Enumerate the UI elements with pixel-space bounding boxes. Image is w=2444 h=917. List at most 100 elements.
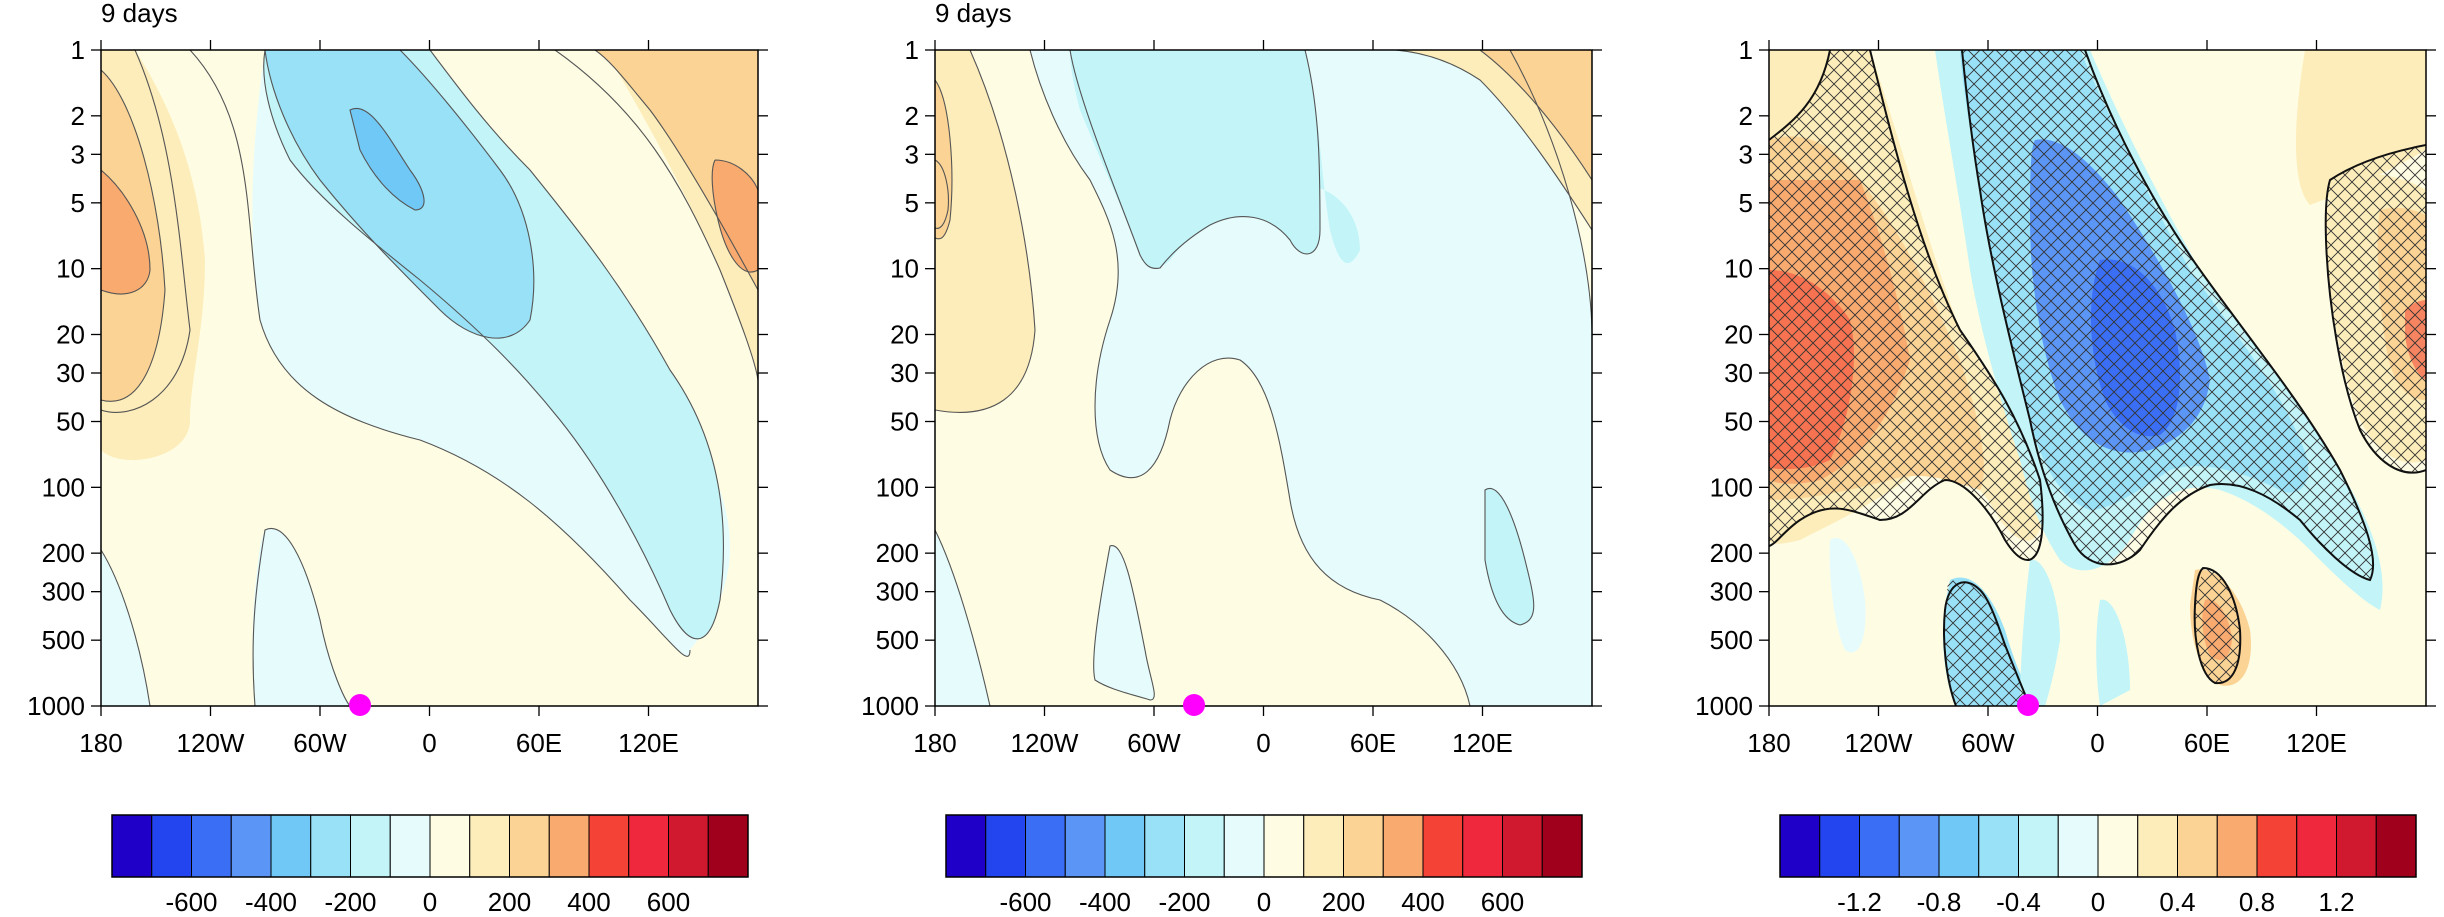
panel-1-ytick-label: 50 (56, 407, 85, 437)
colorbar-swatch (1859, 814, 1900, 878)
panel-2-ytick: 30 (890, 358, 1602, 388)
panel-3-xtick-label: 0 (2090, 728, 2104, 758)
panel-2-xtick: 60E (1350, 40, 1396, 758)
panel-1-ytick-label: 100 (42, 472, 85, 502)
panel-1-ytick: 10 (56, 254, 768, 284)
panel-1-xtick: 180 (79, 40, 123, 758)
colorbar-label: 600 (1481, 887, 1524, 917)
panel-2-ytick-label: 100 (876, 472, 919, 502)
panel-3 (1768, 49, 2427, 716)
panel-3-ytick-label: 100 (1710, 472, 1753, 502)
colorbar-label: -400 (245, 887, 297, 917)
panel-1-ytick: 50 (56, 407, 768, 437)
panel-2-ytick-label: 50 (890, 407, 919, 437)
panel-3-ytick-label: 5 (1739, 188, 1753, 218)
colorbar-label: -600 (999, 887, 1051, 917)
panel-2-ytick: 1 (905, 35, 1602, 65)
panel-3-ytick-label: 2 (1739, 101, 1753, 131)
panel-3-ytick: 5 (1739, 188, 2436, 218)
panel-3-xtick: 60E (2184, 40, 2230, 758)
colorbar-swatch (1779, 814, 1821, 878)
colorbar-swatch (548, 814, 590, 878)
panel-3-ytick: 2 (1739, 101, 2436, 131)
panel-1-xtick: 120W (177, 40, 245, 758)
panel-1-ytick: 2 (71, 101, 768, 131)
panel-3-ytick: 50 (1724, 407, 2436, 437)
colorbar-swatch (2256, 814, 2298, 878)
colorbar-swatch (2375, 814, 2417, 878)
panel-2-ytick-label: 3 (905, 139, 919, 169)
panel-3-ytick-label: 300 (1710, 577, 1753, 607)
panel-3-ytick-label: 500 (1710, 625, 1753, 655)
panel-2-ytick: 2 (905, 101, 1602, 131)
colorbar-swatch (945, 814, 987, 878)
panel-1-xtick-label: 60W (293, 728, 347, 758)
colorbar-swatch (707, 814, 749, 878)
panel-2-ytick: 300 (876, 577, 1602, 607)
panel-3-ytick-label: 10 (1724, 254, 1753, 284)
panel-2-ytick-label: 300 (876, 577, 919, 607)
panel-1: 9 days (100, 0, 759, 716)
panel-3-xtick-label: 120E (2286, 728, 2347, 758)
colorbar-label: -1.2 (1837, 887, 1882, 917)
panel-3-xtick-label: 60W (1961, 728, 2015, 758)
panel-1-ytick: 5 (71, 188, 768, 218)
panel-2-ytick: 200 (876, 538, 1602, 568)
panel-2-xtick: 120E (1452, 40, 1513, 758)
panel-3-xtick: 60W (1961, 40, 2015, 758)
colorbar-swatch (1382, 814, 1424, 878)
panel-3-ytick: 10 (1724, 254, 2436, 284)
panel-3-ytick-label: 50 (1724, 407, 1753, 437)
colorbar-label: 1.2 (2318, 887, 2354, 917)
colorbar-swatch (2216, 814, 2258, 878)
panel-2-xtick-label: 120W (1011, 728, 1079, 758)
colorbar-swatch (1938, 814, 1980, 878)
panel-2-xtick: 60W (1127, 40, 1181, 758)
panel-2-field (935, 50, 1592, 706)
colorbar-swatch (1978, 814, 2019, 878)
colorbar-label: 0 (423, 887, 437, 917)
colorbar-swatch (270, 814, 312, 878)
panel-1-marker (349, 694, 371, 716)
colorbar-swatch (1343, 814, 1384, 878)
colorbar-swatch (588, 814, 630, 878)
panel-2-title: 9 days (935, 0, 1012, 28)
panel-1-ytick: 100 (42, 472, 768, 502)
panel-1-xtick: 60W (293, 40, 347, 758)
panel-1-ytick: 500 (42, 625, 768, 655)
panel-2-marker (1183, 694, 1205, 716)
panel-1-xtick-label: 120E (618, 728, 679, 758)
panel-3-xtick: 180 (1747, 40, 1791, 758)
panel-3-xtick-label: 180 (1747, 728, 1790, 758)
panel-3-ytick: 3 (1739, 139, 2436, 169)
panel-2-ytick-label: 2 (905, 101, 919, 131)
panel-2-xtick: 0 (1256, 40, 1271, 758)
panel-3-ytick: 300 (1710, 577, 2436, 607)
colorbar-swatch (2057, 814, 2099, 878)
panel-3-ytick: 100 (1710, 472, 2436, 502)
panel-1-ytick-label: 1000 (27, 691, 85, 721)
colorbar-swatch (111, 814, 153, 878)
panel-2-ytick: 50 (890, 407, 1602, 437)
panel-3-xtick: 120W (1845, 40, 1913, 758)
panel-2-ytick-label: 30 (890, 358, 919, 388)
panel-1-xtick-label: 120W (177, 728, 245, 758)
panel-2-ytick-label: 5 (905, 188, 919, 218)
panel-2-xtick-label: 60E (1350, 728, 1396, 758)
colorbar-label: -200 (1158, 887, 1210, 917)
panel-3-xtick-label: 120W (1845, 728, 1913, 758)
panel-2-xtick-label: 60W (1127, 728, 1181, 758)
panel-3-ytick-label: 3 (1739, 139, 1753, 169)
panel-1-xtick-label: 180 (79, 728, 122, 758)
panel-3-ytick: 200 (1710, 538, 2436, 568)
colorbar-swatch (389, 814, 431, 878)
panel-2-xtick-label: 120E (1452, 728, 1513, 758)
panel-1-xtick: 60E (516, 40, 562, 758)
colorbar-label: 0.8 (2239, 887, 2275, 917)
panel-1-title: 9 days (101, 0, 178, 28)
panel-3-xtick: 120E (2286, 40, 2347, 758)
colorbar-swatch (151, 814, 192, 878)
panel-3-xtick-label: 60E (2184, 728, 2230, 758)
colorbar-swatch (310, 814, 351, 878)
